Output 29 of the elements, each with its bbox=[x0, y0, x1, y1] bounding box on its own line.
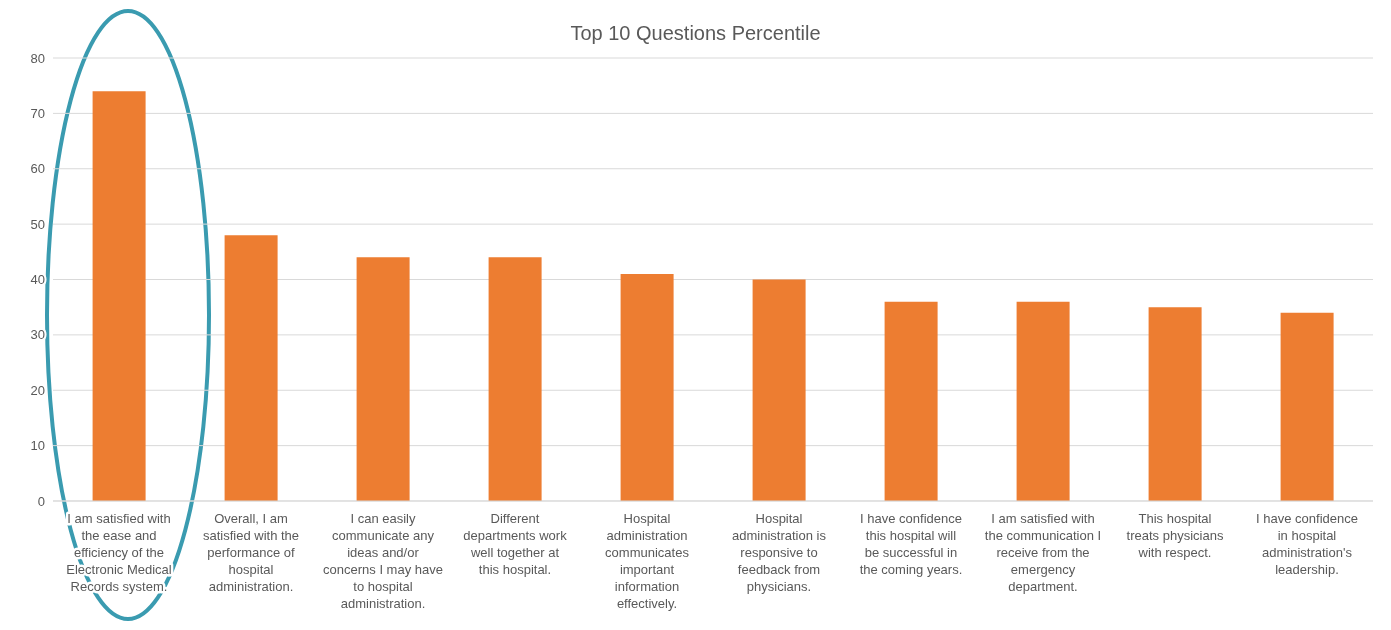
y-tick-label: 80 bbox=[30, 50, 45, 66]
bar bbox=[224, 235, 278, 501]
chart-title: Top 10 Questions Percentile bbox=[569, 22, 822, 45]
y-tick-label: 20 bbox=[30, 382, 45, 398]
x-tick-label: I am satisfied with the communication I receive from the emergency department. bbox=[984, 511, 1102, 594]
y-tick-label: 70 bbox=[30, 105, 45, 121]
x-tick-label: Hospital administration communicates important information effectively. bbox=[605, 511, 690, 611]
x-tick-label: Overall, I am satisfied with the performance of hospital administration. bbox=[202, 511, 300, 594]
bar bbox=[752, 279, 806, 501]
bar bbox=[884, 301, 938, 501]
x-tick-label: I have confidence this hospital will be successful in the coming years. bbox=[859, 511, 963, 577]
y-tick-label: 30 bbox=[30, 327, 45, 343]
bar bbox=[488, 257, 542, 501]
y-tick-label: 50 bbox=[30, 216, 45, 232]
y-tick-label: 40 bbox=[30, 272, 45, 288]
x-tick-label: I can easily communicate any ideas and/or concerns I may have to hospital administration. bbox=[323, 511, 443, 611]
x-tick-label: This hospital treats physicians with respect. bbox=[1126, 511, 1224, 560]
x-tick-label: Hospital administration is responsive to feedback from physicians. bbox=[732, 511, 827, 594]
bar bbox=[1148, 307, 1202, 501]
bar bbox=[620, 273, 674, 501]
y-tick-label: 10 bbox=[30, 438, 45, 454]
x-tick-label: I have confidence in hospital administration's leadership. bbox=[1256, 511, 1358, 577]
bar bbox=[92, 91, 146, 501]
bar bbox=[1016, 301, 1070, 501]
y-tick-label: 60 bbox=[30, 161, 45, 177]
bar bbox=[1280, 312, 1334, 501]
x-tick-label: Different departments work well together at this hospital. bbox=[463, 511, 568, 577]
y-tick-label: 0 bbox=[37, 493, 45, 509]
bar bbox=[356, 257, 410, 501]
